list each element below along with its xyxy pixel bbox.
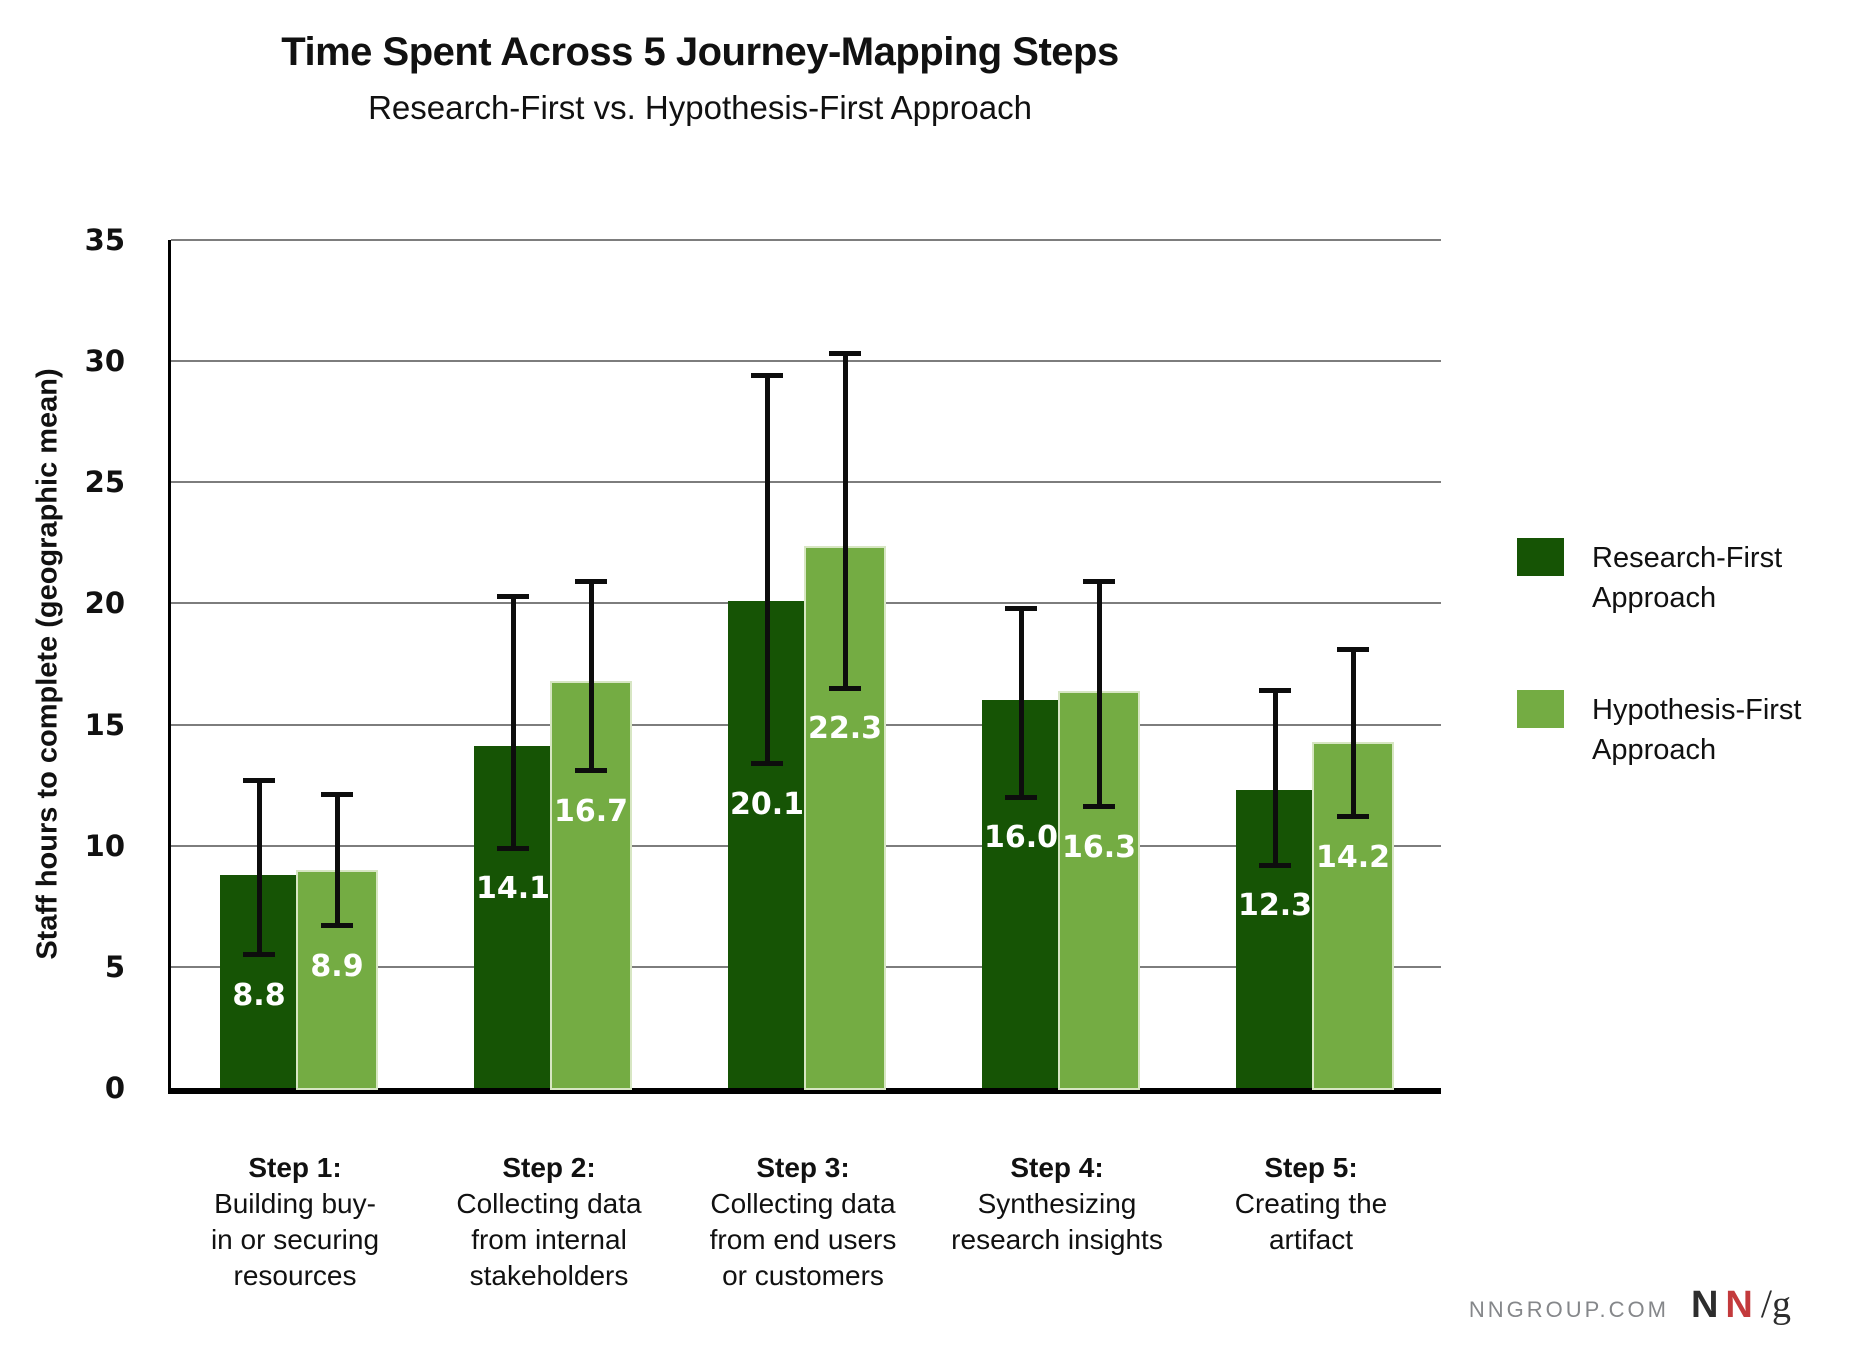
gridline-25 — [171, 481, 1441, 484]
x-label-step-4: Step 4: Synthesizing research insights — [930, 1150, 1184, 1294]
value-label-research-first-step-4: 16.0 — [983, 820, 1059, 856]
error-bar-hypothesis-first-step-2 — [588, 581, 594, 771]
x-label-step-3: Step 3: Collecting data from end users or c… — [676, 1150, 930, 1294]
footer-site-url: NNGROUP.COM — [1468, 1297, 1669, 1322]
x-axis-labels: Step 1: Building buy-in or securing resour… — [168, 1150, 1438, 1294]
nng-logo-n1: N — [1690, 1284, 1719, 1326]
x-label-step-title-3: Step 3: — [756, 1152, 850, 1183]
x-label-step-title-1: Step 1: — [248, 1152, 342, 1183]
error-cap-low-hypothesis-first-step-3 — [829, 685, 861, 691]
error-bar-research-first-step-4 — [1018, 608, 1024, 798]
error-cap-low-research-first-step-1 — [243, 952, 275, 958]
bar-group-step-2: 14.1 16.7 — [425, 240, 679, 1090]
nng-logo-n2: N — [1725, 1284, 1753, 1326]
gridline-35 — [171, 239, 1441, 241]
error-cap-high-research-first-step-3 — [751, 373, 783, 379]
y-tick-label-20: 20 — [84, 586, 125, 621]
error-cap-low-hypothesis-first-step-1 — [321, 923, 353, 929]
error-cap-low-research-first-step-4 — [1005, 794, 1037, 800]
value-label-research-first-step-2: 14.1 — [475, 871, 551, 907]
y-tick-label-5: 5 — [104, 949, 125, 984]
chart-subtitle: Research-First vs. Hypothesis-First Appr… — [368, 89, 1032, 126]
error-cap-low-research-first-step-2 — [497, 845, 529, 851]
x-label-step-title-5: Step 5: — [1264, 1152, 1358, 1183]
error-bar-research-first-step-2 — [510, 596, 516, 849]
y-axis-ticks: 0 5 10 15 20 25 30 35 — [0, 223, 125, 1105]
chart-title: Time Spent Across 5 Journey-Mapping Step… — [281, 30, 1119, 74]
error-cap-low-hypothesis-first-step-4 — [1083, 804, 1115, 810]
error-bar-research-first-step-1 — [256, 780, 262, 955]
bar-group-step-5: 12.3 14.2 — [1187, 240, 1441, 1091]
x-label-step-5: Step 5: Creating the artifact — [1184, 1150, 1438, 1294]
footer: NNGROUP.COM N N / g — [1469, 1280, 1791, 1327]
y-tick-label-25: 25 — [84, 465, 125, 500]
nng-logo: N N / g — [1691, 1280, 1791, 1327]
error-cap-low-research-first-step-3 — [751, 760, 783, 766]
error-bar-hypothesis-first-step-4 — [1096, 581, 1102, 807]
legend-item-research-first: Research-First Approach — [1517, 538, 1782, 618]
error-cap-high-research-first-step-2 — [497, 593, 529, 599]
value-label-hypothesis-first-step-2: 16.7 — [553, 793, 629, 829]
nng-logo-g: g — [1772, 1284, 1791, 1326]
plot-area: 8.8 8.9 14.1 16.7 20.1 22.3 16.0 16.3 12.3 14.2 — [168, 239, 1441, 1094]
error-bar-hypothesis-first-step-3 — [842, 353, 848, 689]
error-cap-high-hypothesis-first-step-1 — [321, 792, 353, 798]
error-cap-low-hypothesis-first-step-5 — [1337, 814, 1369, 820]
error-cap-low-research-first-step-5 — [1259, 862, 1291, 868]
legend-swatch-hypothesis-first — [1517, 690, 1564, 728]
bar-group-step-3: 20.1 22.3 — [679, 240, 933, 1091]
y-tick-label-15: 15 — [84, 707, 125, 742]
error-bar-research-first-step-3 — [764, 375, 770, 764]
error-cap-high-research-first-step-1 — [243, 777, 275, 783]
chart-header: Time Spent Across 5 Journey-Mapping Step… — [35, 30, 1365, 127]
nng-logo-slash: / — [1760, 1281, 1772, 1326]
x-label-step-title-4: Step 4: — [1010, 1152, 1104, 1183]
value-label-research-first-step-5: 12.3 — [1237, 888, 1313, 924]
x-label-step-2: Step 2: Collecting data from internal stake… — [422, 1150, 676, 1294]
bar-group-step-4: 16.0 16.3 — [933, 240, 1187, 1090]
bar-group-step-1: 8.8 8.9 — [171, 240, 425, 1090]
error-bar-hypothesis-first-step-1 — [334, 794, 340, 926]
error-cap-high-hypothesis-first-step-5 — [1337, 646, 1369, 652]
x-label-step-1: Step 1: Building buy-in or securing resour… — [168, 1150, 422, 1294]
value-label-research-first-step-3: 20.1 — [729, 786, 805, 822]
error-cap-high-research-first-step-5 — [1259, 688, 1291, 694]
error-cap-high-research-first-step-4 — [1005, 605, 1037, 611]
y-tick-label-30: 30 — [84, 344, 125, 379]
value-label-hypothesis-first-step-4: 16.3 — [1061, 830, 1137, 866]
error-cap-high-hypothesis-first-step-2 — [575, 579, 607, 585]
legend-item-hypothesis-first: Hypothesis-First Approach — [1517, 690, 1802, 770]
error-bar-research-first-step-5 — [1272, 690, 1278, 866]
value-label-hypothesis-first-step-5: 14.2 — [1315, 839, 1391, 875]
legend-label-research-first: Research-First Approach — [1592, 542, 1783, 614]
y-tick-label-35: 35 — [84, 223, 125, 257]
y-tick-label-10: 10 — [84, 828, 125, 863]
value-label-research-first-step-1: 8.8 — [232, 977, 286, 1013]
x-label-step-title-2: Step 2: — [502, 1152, 596, 1183]
value-label-hypothesis-first-step-1: 8.9 — [310, 948, 364, 984]
error-cap-high-hypothesis-first-step-3 — [829, 351, 861, 357]
error-bar-hypothesis-first-step-5 — [1350, 649, 1356, 817]
legend-swatch-research-first — [1517, 538, 1564, 576]
error-cap-low-hypothesis-first-step-2 — [575, 768, 607, 774]
error-cap-high-hypothesis-first-step-4 — [1083, 579, 1115, 585]
gridline-30 — [171, 360, 1441, 363]
y-tick-label-0: 0 — [104, 1071, 125, 1105]
value-label-hypothesis-first-step-3: 22.3 — [807, 711, 883, 747]
legend-label-hypothesis-first: Hypothesis-First Approach — [1592, 694, 1802, 766]
